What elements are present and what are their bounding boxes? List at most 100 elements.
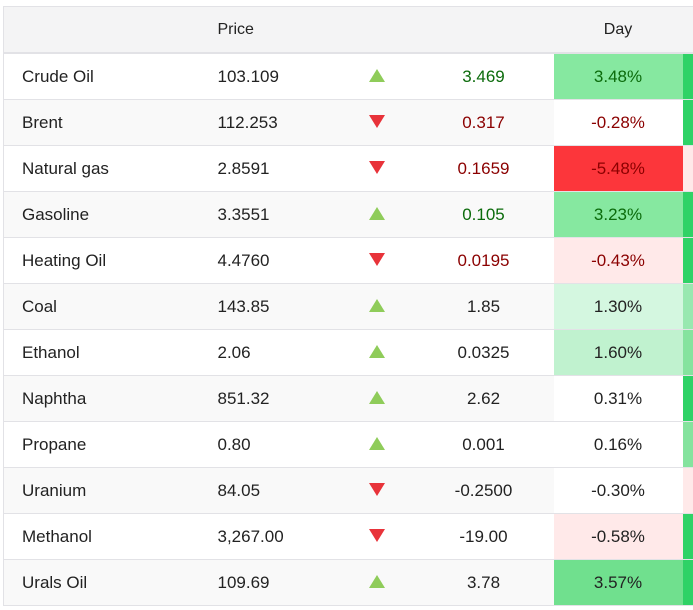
next-column-cell xyxy=(682,191,693,238)
commodity-day-change: 1.60% xyxy=(553,329,683,376)
commodity-change: 0.317 xyxy=(413,99,554,146)
header-arrow xyxy=(339,6,414,54)
next-column-cell xyxy=(682,283,693,330)
arrow-down-icon xyxy=(368,528,385,542)
commodity-day-change: 0.16% xyxy=(553,421,683,468)
next-column-cell xyxy=(682,421,693,468)
commodity-day-change: -0.43% xyxy=(553,237,683,284)
table-row[interactable]: Heating Oil 4.4760 0.0195 -0.43% xyxy=(3,237,693,284)
arrow-up-icon xyxy=(368,574,385,588)
commodity-change: -0.2500 xyxy=(413,467,554,514)
commodity-price: 143.85 xyxy=(199,283,340,330)
commodity-name[interactable]: Brent xyxy=(3,99,200,146)
arrow-up-icon xyxy=(368,68,385,82)
commodities-table: Price Day Crude Oil 103.109 3.469 3.48% Bren… xyxy=(3,6,693,606)
header-day[interactable]: Day xyxy=(553,6,683,54)
commodity-price: 2.06 xyxy=(199,329,340,376)
commodity-name[interactable]: Heating Oil xyxy=(3,237,200,284)
next-column-cell xyxy=(682,145,693,192)
next-column-cell xyxy=(682,375,693,422)
commodity-change: 0.0325 xyxy=(413,329,554,376)
commodity-name[interactable]: Uranium xyxy=(3,467,200,514)
next-column-cell xyxy=(682,513,693,560)
direction-cell xyxy=(339,99,414,146)
commodity-price: 109.69 xyxy=(199,559,340,606)
commodity-change: -19.00 xyxy=(413,513,554,560)
direction-cell xyxy=(339,375,414,422)
table-row[interactable]: Gasoline 3.3551 0.105 3.23% xyxy=(3,191,693,238)
table-row[interactable]: Uranium 84.05 -0.2500 -0.30% xyxy=(3,467,693,514)
table-row[interactable]: Brent 112.253 0.317 -0.28% xyxy=(3,99,693,146)
commodity-price: 851.32 xyxy=(199,375,340,422)
commodity-name[interactable]: Crude Oil xyxy=(3,53,200,100)
commodity-day-change: -5.48% xyxy=(553,145,683,192)
arrow-down-icon xyxy=(368,252,385,266)
arrow-down-icon xyxy=(368,160,385,174)
direction-cell xyxy=(339,421,414,468)
table-row[interactable]: Natural gas 2.8591 0.1659 -5.48% xyxy=(3,145,693,192)
commodity-price: 4.4760 xyxy=(199,237,340,284)
commodity-price: 0.80 xyxy=(199,421,340,468)
direction-cell xyxy=(339,145,414,192)
arrow-up-icon xyxy=(368,298,385,312)
next-column-cell xyxy=(682,237,693,284)
commodity-change: 1.85 xyxy=(413,283,554,330)
commodity-price: 112.253 xyxy=(199,99,340,146)
commodity-change: 0.0195 xyxy=(413,237,554,284)
header-change[interactable] xyxy=(413,6,554,54)
commodity-day-change: -0.58% xyxy=(553,513,683,560)
commodity-day-change: 0.31% xyxy=(553,375,683,422)
arrow-up-icon xyxy=(368,206,385,220)
commodity-price: 3,267.00 xyxy=(199,513,340,560)
commodity-name[interactable]: Gasoline xyxy=(3,191,200,238)
commodity-name[interactable]: Natural gas xyxy=(3,145,200,192)
arrow-down-icon xyxy=(368,114,385,128)
table-row[interactable]: Coal 143.85 1.85 1.30% xyxy=(3,283,693,330)
header-extra xyxy=(682,6,693,54)
commodity-day-change: 1.30% xyxy=(553,283,683,330)
direction-cell xyxy=(339,283,414,330)
next-column-cell xyxy=(682,99,693,146)
commodity-name[interactable]: Urals Oil xyxy=(3,559,200,606)
commodity-price: 103.109 xyxy=(199,53,340,100)
commodity-change: 0.105 xyxy=(413,191,554,238)
commodity-day-change: -0.28% xyxy=(553,99,683,146)
direction-cell xyxy=(339,559,414,606)
commodity-day-change: 3.23% xyxy=(553,191,683,238)
direction-cell xyxy=(339,237,414,284)
commodity-price: 84.05 xyxy=(199,467,340,514)
commodity-price: 3.3551 xyxy=(199,191,340,238)
commodity-name[interactable]: Propane xyxy=(3,421,200,468)
table-row[interactable]: Ethanol 2.06 0.0325 1.60% xyxy=(3,329,693,376)
table-row[interactable]: Urals Oil 109.69 3.78 3.57% xyxy=(3,559,693,606)
next-column-cell xyxy=(682,559,693,606)
commodity-change: 3.469 xyxy=(413,53,554,100)
direction-cell xyxy=(339,191,414,238)
commodity-change: 0.1659 xyxy=(413,145,554,192)
table-row[interactable]: Crude Oil 103.109 3.469 3.48% xyxy=(3,53,693,100)
direction-cell xyxy=(339,53,414,100)
next-column-cell xyxy=(682,467,693,514)
table-row[interactable]: Propane 0.80 0.001 0.16% xyxy=(3,421,693,468)
table-row[interactable]: Naphtha 851.32 2.62 0.31% xyxy=(3,375,693,422)
arrow-up-icon xyxy=(368,344,385,358)
commodity-day-change: 3.48% xyxy=(553,53,683,100)
commodity-name[interactable]: Naphtha xyxy=(3,375,200,422)
arrow-down-icon xyxy=(368,482,385,496)
commodity-change: 3.78 xyxy=(413,559,554,606)
header-price[interactable]: Price xyxy=(199,6,340,54)
direction-cell xyxy=(339,513,414,560)
commodity-name[interactable]: Coal xyxy=(3,283,200,330)
next-column-cell xyxy=(682,329,693,376)
arrow-up-icon xyxy=(368,390,385,404)
commodity-price: 2.8591 xyxy=(199,145,340,192)
table-header: Price Day xyxy=(3,6,693,54)
commodity-day-change: -0.30% xyxy=(553,467,683,514)
commodity-change: 2.62 xyxy=(413,375,554,422)
commodity-name[interactable]: Ethanol xyxy=(3,329,200,376)
direction-cell xyxy=(339,467,414,514)
commodity-name[interactable]: Methanol xyxy=(3,513,200,560)
header-name[interactable] xyxy=(3,6,200,54)
commodity-day-change: 3.57% xyxy=(553,559,683,606)
table-row[interactable]: Methanol 3,267.00 -19.00 -0.58% xyxy=(3,513,693,560)
